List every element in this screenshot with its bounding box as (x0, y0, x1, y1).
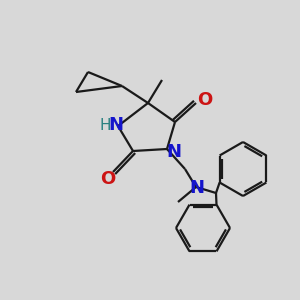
Text: O: O (100, 170, 116, 188)
Text: H: H (99, 118, 111, 133)
Text: N: N (109, 116, 124, 134)
Text: N: N (167, 143, 182, 161)
Text: N: N (190, 179, 205, 197)
Text: O: O (197, 91, 213, 109)
